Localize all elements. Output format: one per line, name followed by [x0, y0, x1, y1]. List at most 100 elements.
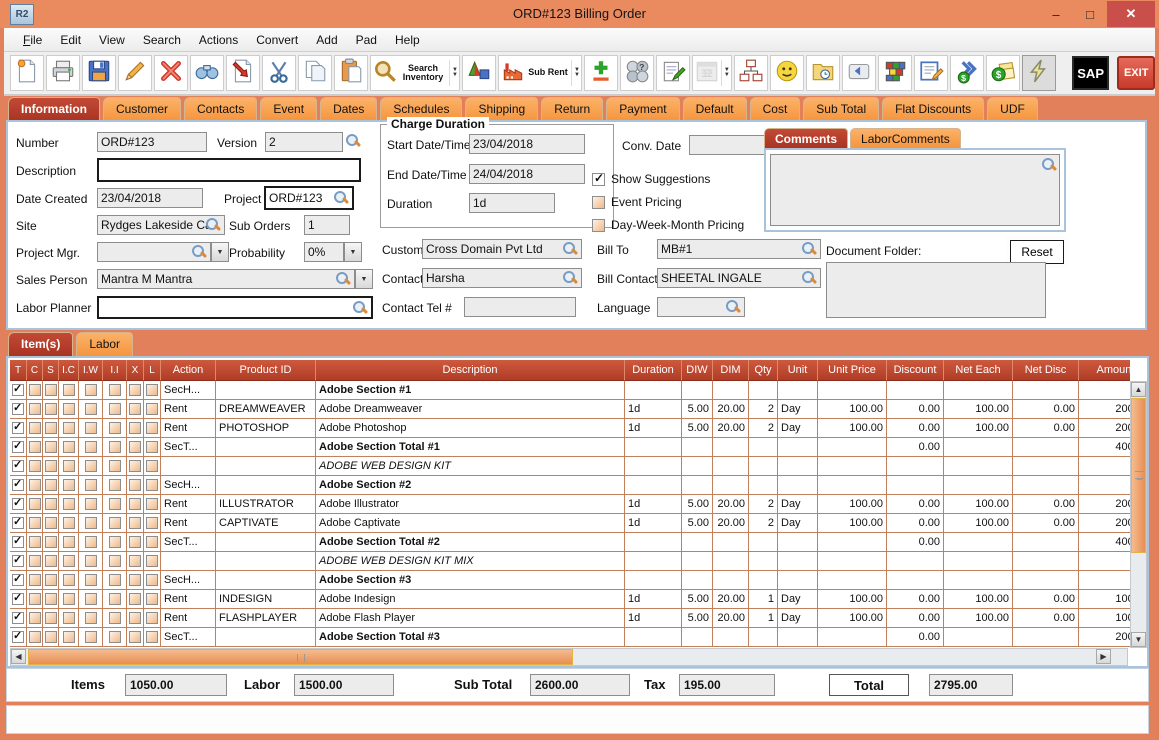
grid-header-x[interactable]: X — [127, 360, 144, 381]
grid-header-description[interactable]: Description — [316, 360, 625, 381]
inventory-blocks-button[interactable] — [877, 55, 912, 91]
row-checkbox[interactable] — [108, 498, 121, 510]
row-checkbox[interactable] — [12, 534, 24, 548]
row-checkbox[interactable] — [146, 422, 158, 434]
project-mgr-search-icon[interactable] — [191, 244, 207, 260]
grid-check-cell-i-w[interactable] — [79, 476, 103, 495]
grid-check-cell-i-i[interactable] — [103, 438, 127, 457]
grid-check-cell-s[interactable] — [43, 552, 59, 571]
tab-cost[interactable]: Cost — [749, 97, 801, 121]
row-checkbox[interactable] — [108, 384, 121, 396]
search-inventory-button[interactable]: Search Inventory ▼ ▼ — [370, 55, 460, 91]
row-checkbox[interactable] — [108, 441, 121, 453]
row-checkbox[interactable] — [146, 612, 158, 624]
row-checkbox[interactable] — [84, 479, 97, 491]
row-checkbox[interactable] — [84, 536, 97, 548]
grid-check-cell-l[interactable] — [144, 552, 161, 571]
delete-button[interactable] — [154, 55, 188, 91]
row-checkbox[interactable] — [62, 403, 75, 415]
grid-check-cell-i-c[interactable] — [59, 609, 79, 628]
row-checkbox[interactable] — [28, 479, 41, 491]
grid-check-cell-s[interactable] — [43, 400, 59, 419]
probability-field[interactable]: 0% — [304, 242, 344, 262]
grid-check-cell-i-c[interactable] — [59, 476, 79, 495]
grid-check-cell-c[interactable] — [27, 419, 43, 438]
grid-check-cell-i-i[interactable] — [103, 457, 127, 476]
row-checkbox[interactable] — [84, 612, 97, 624]
grid-check-cell-i-i[interactable] — [103, 381, 127, 400]
grid-check-cell-i-w[interactable] — [79, 552, 103, 571]
grid-check-cell-i-w[interactable] — [79, 590, 103, 609]
row-checkbox[interactable] — [129, 612, 141, 624]
row-checkbox[interactable] — [84, 631, 97, 643]
row-checkbox[interactable] — [12, 591, 24, 605]
smiley-button[interactable] — [769, 55, 804, 91]
group-items-button[interactable]: ? — [619, 55, 654, 91]
sales-person-search-icon[interactable] — [335, 271, 351, 287]
description-field[interactable] — [97, 158, 361, 182]
grid-row[interactable]: SecH... Adobe Section #1 — [10, 381, 1130, 400]
row-checkbox[interactable] — [108, 479, 121, 491]
start-date-field[interactable]: 23/04/2018 — [469, 134, 585, 154]
grid-header-unit-price[interactable]: Unit Price — [818, 360, 887, 381]
bill-contact-field[interactable]: SHEETAL INGALE — [657, 268, 821, 288]
row-checkbox[interactable] — [108, 593, 121, 605]
day-week-month-pricing-checkbox[interactable] — [592, 218, 605, 232]
row-checkbox[interactable] — [62, 612, 75, 624]
row-checkbox[interactable] — [12, 515, 24, 529]
grid-check-cell-c[interactable] — [27, 609, 43, 628]
grid-row[interactable]: SecT... Adobe Section Total #1 0.00 400.00 — [10, 438, 1130, 457]
reset-button[interactable]: Reset — [1006, 236, 1068, 268]
grid-check-cell-c[interactable] — [27, 476, 43, 495]
grid-check-cell-l[interactable] — [144, 571, 161, 590]
grid-check-cell-i-w[interactable] — [79, 400, 103, 419]
quick-action-button[interactable] — [1021, 55, 1056, 91]
hierarchy-button[interactable] — [733, 55, 768, 91]
horizontal-scroll-thumb[interactable] — [28, 649, 573, 665]
documents-folder-button[interactable] — [805, 55, 840, 91]
sub-orders-field[interactable]: 1 — [304, 215, 350, 235]
row-checkbox[interactable] — [84, 460, 97, 472]
grid-check-cell-t[interactable] — [10, 419, 27, 438]
row-checkbox[interactable] — [62, 498, 75, 510]
grid-check-cell-s[interactable] — [43, 419, 59, 438]
row-checkbox[interactable] — [108, 631, 121, 643]
grid-check-cell-x[interactable] — [127, 457, 144, 476]
grid-check-cell-l[interactable] — [144, 400, 161, 419]
project-field[interactable]: ORD#123 — [264, 186, 354, 210]
row-checkbox[interactable] — [146, 574, 158, 586]
customer-search-icon[interactable] — [562, 241, 578, 257]
row-checkbox[interactable] — [108, 422, 121, 434]
row-checkbox[interactable] — [12, 477, 24, 491]
chevron-down-icon[interactable]: ▼ ▼ — [720, 60, 730, 86]
chevron-down-icon[interactable]: ▼ ▼ — [570, 60, 580, 86]
row-checkbox[interactable] — [28, 460, 41, 472]
row-checkbox[interactable] — [12, 496, 24, 510]
copy-button[interactable] — [298, 55, 332, 91]
row-checkbox[interactable] — [84, 574, 97, 586]
grid-header-c[interactable]: C — [27, 360, 43, 381]
row-checkbox[interactable] — [146, 593, 158, 605]
grid-check-cell-x[interactable] — [127, 381, 144, 400]
row-checkbox[interactable] — [84, 593, 97, 605]
row-checkbox[interactable] — [12, 401, 24, 415]
grid-check-cell-i-w[interactable] — [79, 438, 103, 457]
scroll-right-button[interactable]: ▶ — [1096, 649, 1111, 664]
grid-check-cell-i-w[interactable] — [79, 533, 103, 552]
row-checkbox[interactable] — [129, 574, 141, 586]
keyboard-button[interactable] — [841, 55, 876, 91]
bill-contact-search-icon[interactable] — [801, 270, 817, 286]
grid-check-cell-s[interactable] — [43, 381, 59, 400]
comments-field[interactable] — [770, 154, 1060, 226]
grid-check-cell-x[interactable] — [127, 419, 144, 438]
row-checkbox[interactable] — [129, 403, 141, 415]
row-checkbox[interactable] — [146, 536, 158, 548]
row-checkbox[interactable] — [44, 498, 57, 510]
tab-shipping[interactable]: Shipping — [465, 97, 539, 121]
grid-check-cell-c[interactable] — [27, 495, 43, 514]
row-checkbox[interactable] — [108, 403, 121, 415]
grid-check-cell-i-w[interactable] — [79, 381, 103, 400]
grid-check-cell-t[interactable] — [10, 552, 27, 571]
probability-dropdown-button[interactable]: ▼ — [344, 242, 362, 262]
